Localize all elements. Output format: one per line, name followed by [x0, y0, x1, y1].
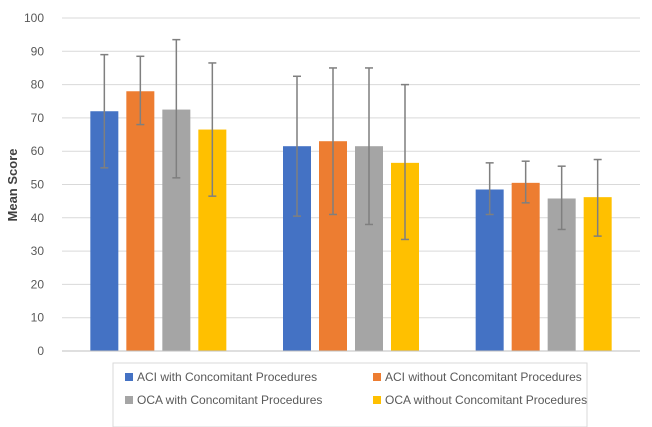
y-tick-label: 70	[31, 111, 45, 125]
bar	[511, 182, 540, 351]
y-tick-label: 100	[24, 11, 44, 25]
bar	[475, 189, 504, 351]
legend-entry: OCA with Concomitant Procedures	[137, 393, 322, 407]
legend-box	[112, 362, 588, 427]
y-tick-label: 80	[31, 78, 45, 92]
legend-swatch	[125, 396, 133, 404]
legend-swatch	[125, 373, 133, 381]
y-tick-label: 10	[31, 311, 45, 325]
y-tick-label: 40	[31, 211, 45, 225]
legend-entry: ACI without Concomitant Procedures	[385, 370, 582, 384]
y-tick-label: 50	[31, 178, 45, 192]
y-axis-title: Mean Score	[5, 149, 20, 222]
y-tick-label: 30	[31, 244, 45, 258]
gridlines	[62, 17, 640, 319]
error-bars	[100, 38, 602, 241]
y-tick-label: 0	[37, 344, 44, 358]
legend-entry: OCA without Concomitant Procedures	[385, 393, 587, 407]
y-tick-label: 20	[31, 277, 45, 291]
y-tick-label: 90	[31, 44, 45, 58]
legend: ACI with Concomitant Procedures ACI witho…	[112, 362, 588, 427]
legend-entry: ACI with Concomitant Procedures	[137, 370, 317, 384]
y-tick-label: 60	[31, 144, 45, 158]
bar	[126, 91, 155, 351]
legend-swatch	[373, 373, 381, 381]
bars	[90, 91, 612, 352]
legend-swatch	[373, 396, 381, 404]
